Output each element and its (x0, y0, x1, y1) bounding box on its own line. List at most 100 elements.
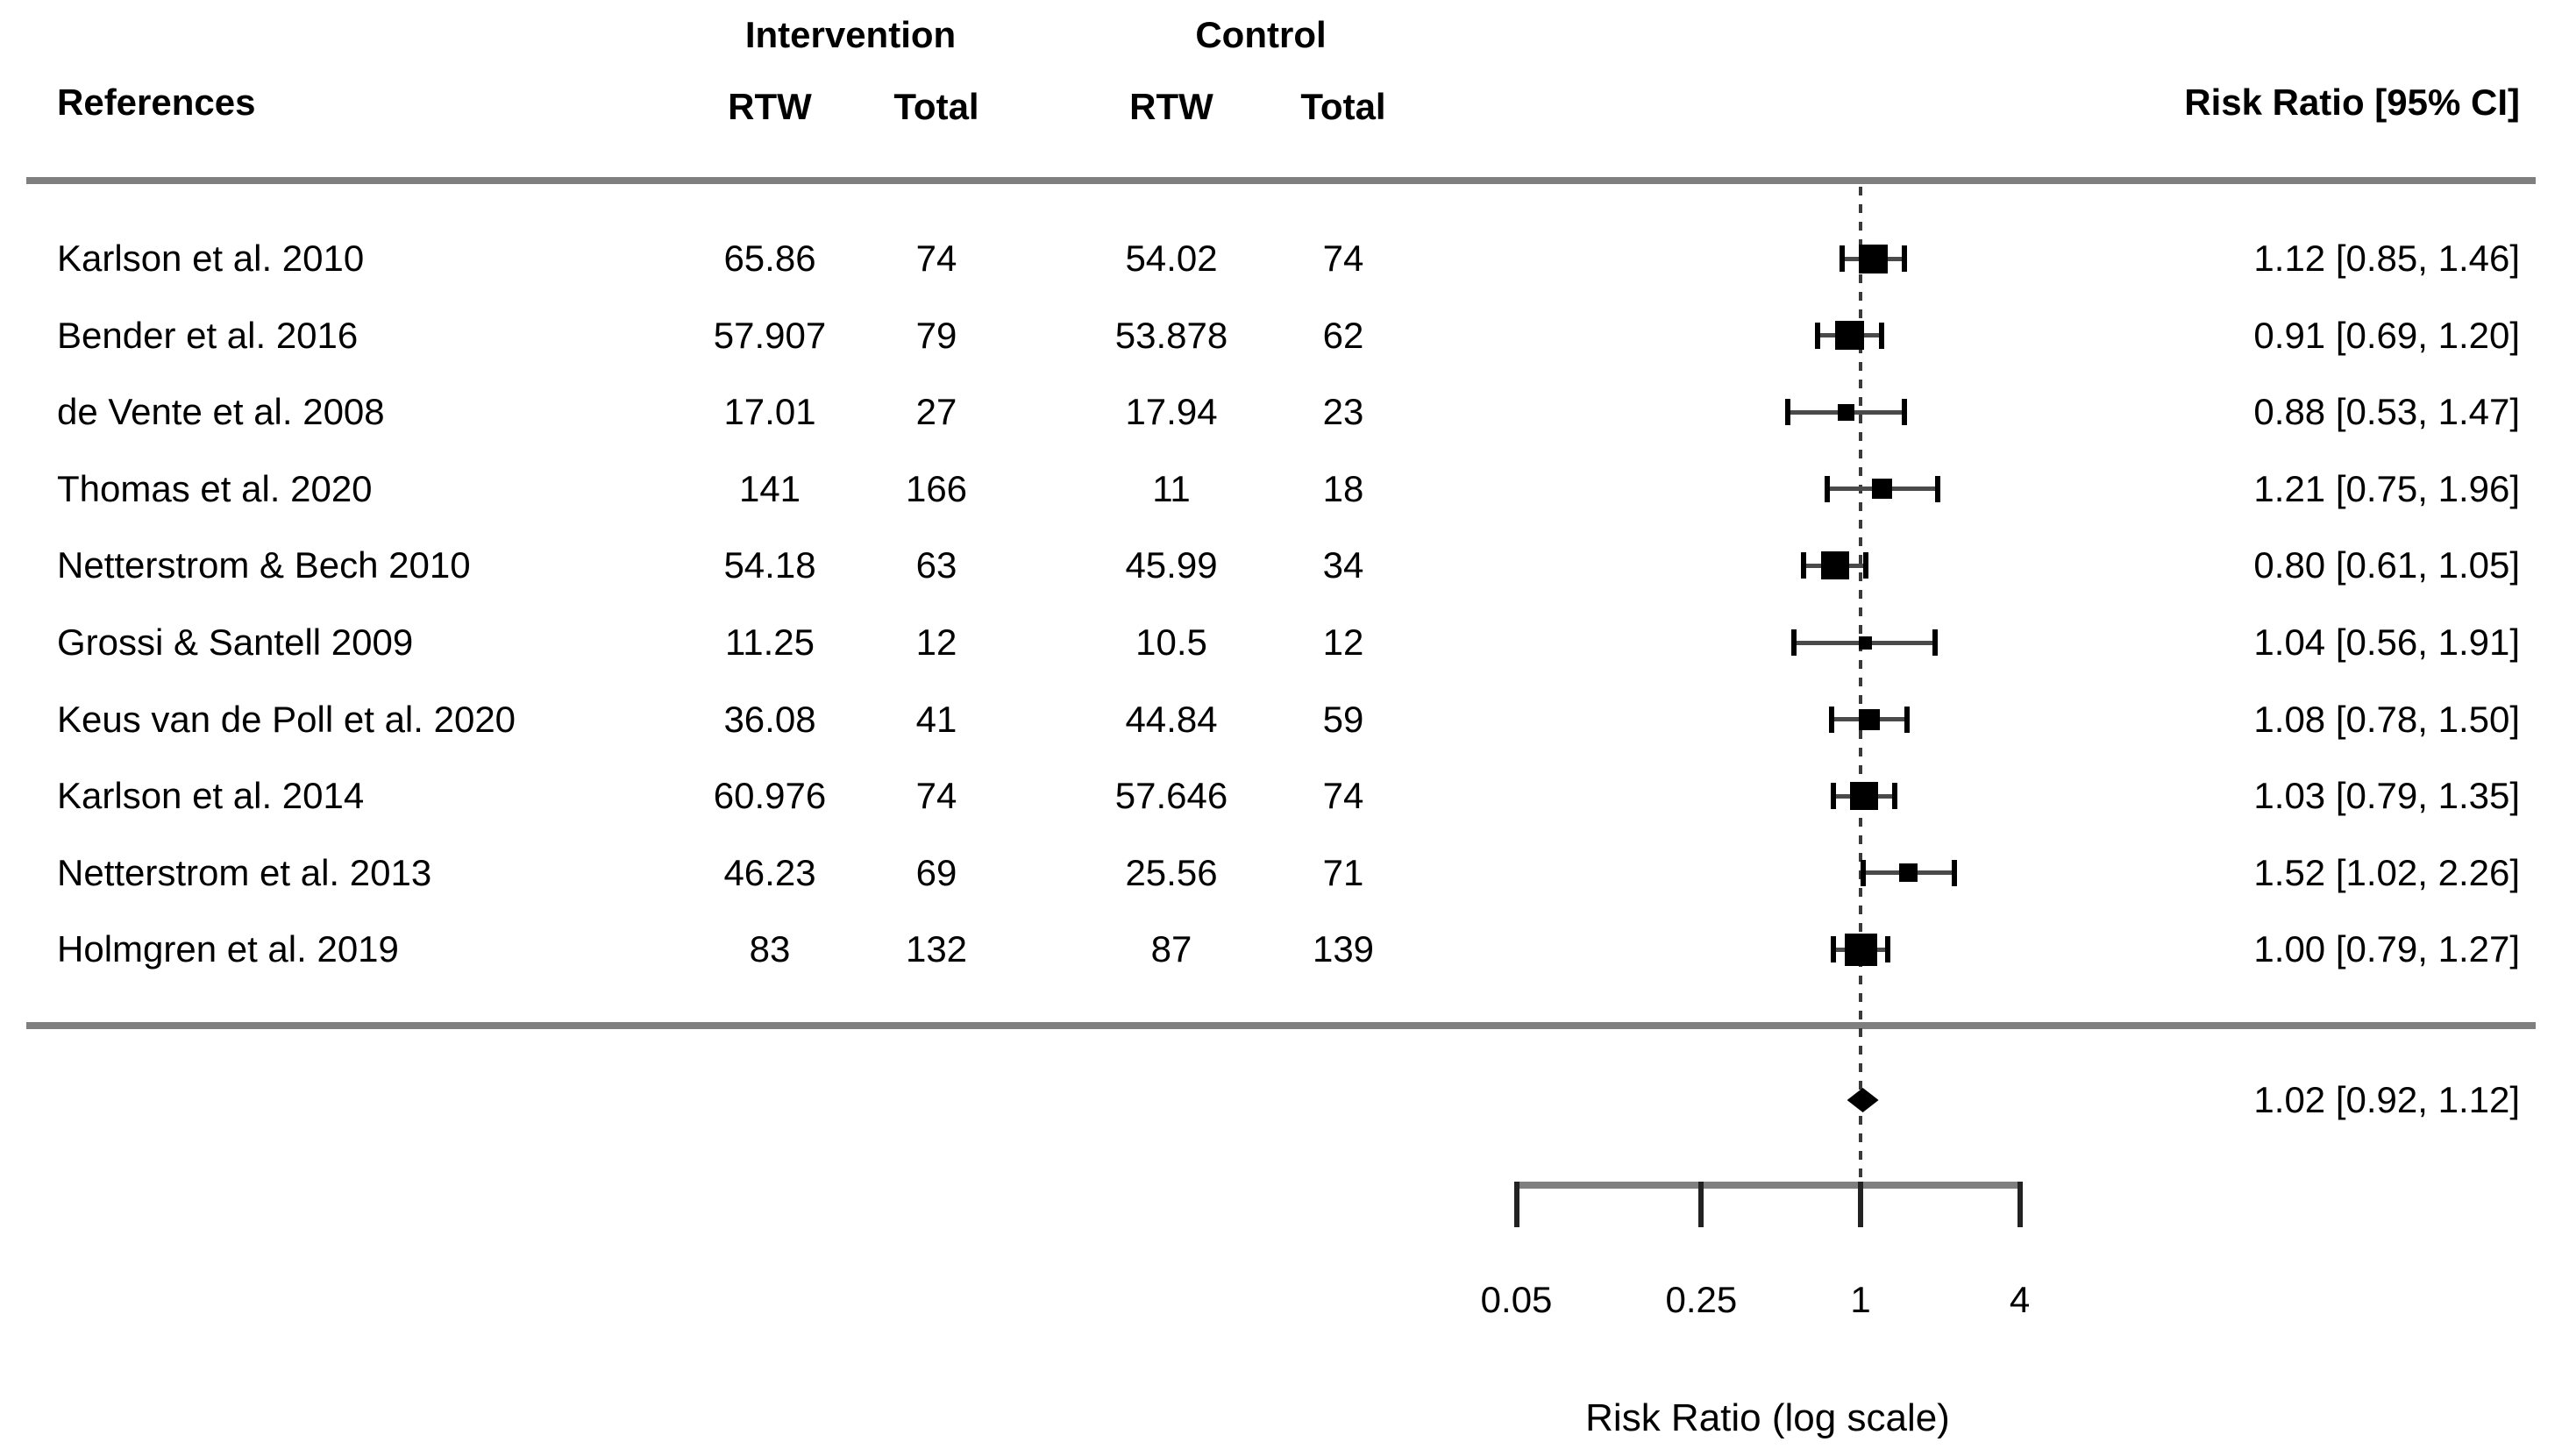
ci-cap-left (1791, 629, 1797, 656)
axis-tick-label: 1 (1850, 1279, 1871, 1320)
ci-cap-right (1951, 859, 1957, 886)
study-value: 53.878 (1114, 314, 1228, 356)
study-name: Keus van de Poll et al. 2020 (57, 698, 516, 740)
effect-square (1872, 479, 1893, 500)
effect-square (1835, 321, 1865, 351)
study-value: 12 (915, 621, 957, 663)
study-value: 87 (1150, 928, 1192, 970)
effect-square (1859, 244, 1889, 273)
control-rtw-header: RTW (1129, 86, 1213, 127)
study-value: 83 (749, 928, 791, 970)
study-value: 18 (1322, 467, 1364, 509)
x-axis-title: Risk Ratio (log scale) (1585, 1396, 1950, 1439)
effect-estimate-label: 0.88 [0.53, 1.47] (2253, 391, 2520, 433)
study-name: Grossi & Santell 2009 (57, 621, 414, 663)
risk-ratio-column-header: Risk Ratio [95% CI] (2184, 82, 2520, 123)
study-value: 23 (1322, 391, 1364, 433)
study-value: 17.01 (723, 391, 816, 433)
study-name: Karlson et al. 2010 (57, 238, 365, 279)
intervention-rtw-header: RTW (728, 86, 812, 127)
study-value: 139 (1312, 928, 1375, 970)
effect-estimate-label: 1.52 [1.02, 2.26] (2253, 851, 2520, 893)
study-name: Netterstrom et al. 2013 (57, 851, 432, 893)
effect-estimate-label: 1.04 [0.56, 1.91] (2253, 621, 2520, 663)
study-value: 74 (915, 238, 957, 279)
study-value: 79 (915, 314, 957, 356)
study-value: 10.5 (1135, 621, 1207, 663)
ci-cap-right (1885, 936, 1891, 963)
ci-cap-right (1878, 322, 1884, 349)
intervention-total-header: Total (893, 86, 979, 127)
study-value: 57.646 (1114, 775, 1228, 817)
study-value: 71 (1322, 851, 1364, 893)
study-value: 41 (915, 698, 957, 740)
effect-square (1844, 933, 1877, 966)
study-value: 60.976 (713, 775, 827, 817)
study-value: 27 (915, 391, 957, 433)
study-value: 59 (1322, 698, 1364, 740)
control-group-header: Control (1195, 14, 1327, 55)
ci-cap-left (1831, 783, 1837, 810)
axis-tick-label: 0.05 (1480, 1279, 1553, 1320)
study-name: Bender et al. 2016 (57, 314, 359, 356)
study-value: 17.94 (1125, 391, 1218, 433)
study-name: Holmgren et al. 2019 (57, 928, 399, 970)
study-value: 132 (905, 928, 968, 970)
study-value: 62 (1322, 314, 1364, 356)
axis-tick-label: 0.25 (1665, 1279, 1738, 1320)
effect-square (1849, 782, 1878, 811)
ci-cap-left (1784, 399, 1790, 426)
ci-cap-right (1932, 629, 1938, 656)
ci-cap-left (1815, 322, 1821, 349)
axis-tick (1513, 1182, 1519, 1227)
axis-tick (2017, 1182, 2023, 1227)
study-value: 34 (1322, 544, 1364, 586)
study-value: 11 (1152, 467, 1191, 509)
header-divider (26, 177, 2536, 184)
study-value: 54.18 (723, 544, 816, 586)
ci-cap-right (1863, 552, 1869, 579)
study-value: 74 (1322, 238, 1364, 279)
ci-cap-left (1860, 859, 1866, 886)
study-value: 141 (738, 467, 801, 509)
study-value: 74 (915, 775, 957, 817)
ci-cap-right (1901, 245, 1907, 272)
intervention-group-header: Intervention (744, 14, 957, 55)
control-total-header: Total (1300, 86, 1386, 127)
study-value: 12 (1322, 621, 1364, 663)
study-name: Thomas et al. 2020 (57, 467, 373, 509)
study-value: 25.56 (1125, 851, 1218, 893)
study-value: 74 (1322, 775, 1364, 817)
study-value: 11.25 (725, 621, 815, 663)
effect-estimate-label: 1.00 [0.79, 1.27] (2253, 928, 2520, 970)
axis-tick (1858, 1182, 1863, 1227)
study-value: 46.23 (723, 851, 816, 893)
study-value: 63 (915, 544, 957, 586)
ci-cap-right (1935, 475, 1941, 502)
effect-estimate-label: 0.80 [0.61, 1.05] (2253, 544, 2520, 586)
effect-square (1858, 636, 1872, 650)
study-name: Netterstrom & Bech 2010 (57, 544, 471, 586)
axis-tick (1698, 1182, 1704, 1227)
summary-estimate-label: 1.02 [0.92, 1.12] (2253, 1079, 2520, 1120)
study-name: Karlson et al. 2014 (57, 775, 365, 817)
summary-divider (26, 1022, 2536, 1029)
study-value: 65.86 (723, 238, 816, 279)
study-value: 36.08 (723, 698, 816, 740)
ci-cap-left (1829, 706, 1835, 733)
study-value: 57.907 (713, 314, 827, 356)
effect-estimate-label: 1.08 [0.78, 1.50] (2253, 698, 2520, 740)
ci-cap-left (1825, 475, 1831, 502)
references-column-header: References (57, 82, 256, 123)
ci-cap-right (1902, 399, 1908, 426)
effect-estimate-label: 1.21 [0.75, 1.96] (2253, 467, 2520, 509)
effect-square (1899, 863, 1918, 883)
reference-line (1859, 187, 1862, 1185)
study-name: de Vente et al. 2008 (57, 391, 385, 433)
study-value: 54.02 (1125, 238, 1218, 279)
effect-square (1837, 403, 1854, 421)
axis-tick-label: 4 (2009, 1279, 2031, 1320)
study-value: 69 (915, 851, 957, 893)
x-axis-line (1516, 1182, 2023, 1189)
